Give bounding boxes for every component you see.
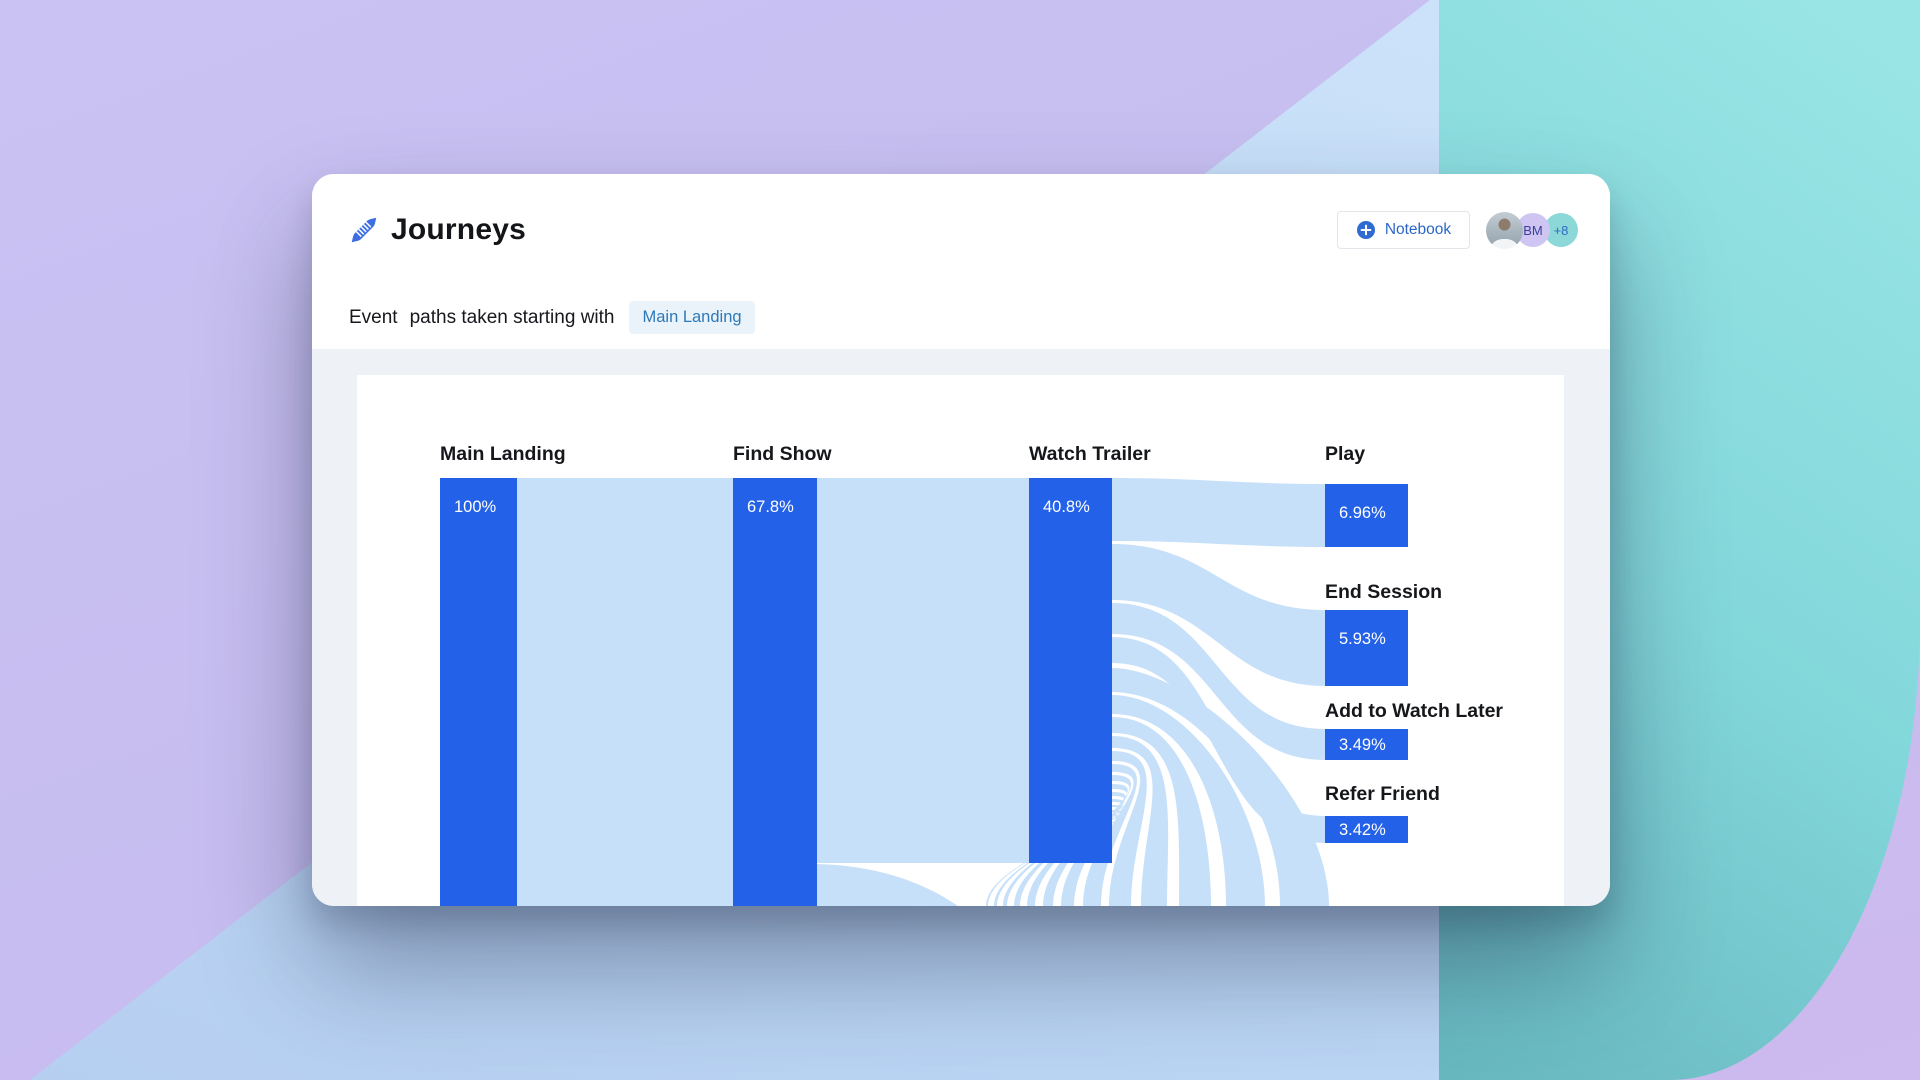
sankey-svg: Main Landing Find Show Watch Trailer Pla…: [440, 443, 1503, 906]
query-event-label: Event: [349, 306, 398, 328]
label-play: Play: [1325, 443, 1365, 465]
flow-main-landing-to-find-show[interactable]: [517, 478, 733, 906]
avatar-photo[interactable]: [1486, 211, 1523, 249]
pct-main-landing: 100%: [454, 498, 497, 516]
flow-watch-trailer-to-play[interactable]: [1112, 478, 1325, 547]
header-top-row: Journeys Notebook BM: [312, 174, 1610, 286]
label-add-to-watch-later: Add to Watch Later: [1325, 700, 1503, 722]
node-find-show[interactable]: [733, 478, 817, 906]
node-main-landing[interactable]: [440, 478, 517, 906]
flow-watch-trailer-to-add-to-watch-later[interactable]: [1112, 603, 1325, 760]
flow-watch-trailer-to-end-session[interactable]: [1112, 544, 1325, 686]
flow-overflow-5[interactable]: [1109, 751, 1147, 906]
page-title: Journeys: [391, 213, 526, 246]
pct-find-show: 67.8%: [747, 498, 794, 516]
avatar-initials[interactable]: BM: [1516, 213, 1550, 247]
notebook-button[interactable]: Notebook: [1337, 211, 1470, 249]
journeys-icon: [350, 216, 378, 244]
pct-end-session: 5.93%: [1339, 630, 1386, 648]
node-add-to-watch-later[interactable]: [1325, 729, 1408, 760]
query-description: paths taken starting with: [409, 306, 615, 328]
label-find-show: Find Show: [733, 443, 832, 465]
node-watch-trailer[interactable]: [1029, 478, 1112, 863]
start-event-chip[interactable]: Main Landing: [629, 301, 755, 334]
label-main-landing: Main Landing: [440, 443, 566, 465]
flow-find-show-to-watch-trailer[interactable]: [817, 478, 1029, 863]
label-refer-friend: Refer Friend: [1325, 783, 1440, 805]
flow-overflow-1[interactable]: [1112, 668, 1329, 906]
label-watch-trailer: Watch Trailer: [1029, 443, 1151, 465]
label-end-session: End Session: [1325, 581, 1442, 603]
card-body: Main Landing Find Show Watch Trailer Pla…: [312, 349, 1610, 906]
sankey-chart-panel: Main Landing Find Show Watch Trailer Pla…: [357, 375, 1564, 906]
node-end-session[interactable]: [1325, 610, 1408, 686]
pct-refer-friend: 3.42%: [1339, 821, 1386, 839]
query-row: Event paths taken starting with Main Lan…: [312, 286, 1610, 349]
plus-circle-icon: [1356, 220, 1376, 240]
pct-play: 6.96%: [1339, 504, 1386, 522]
pct-watch-trailer: 40.8%: [1043, 498, 1090, 516]
header-right: Notebook BM +8: [1337, 211, 1578, 249]
node-play[interactable]: [1325, 484, 1408, 547]
flow-overflow-3[interactable]: [1112, 717, 1211, 906]
notebook-button-label: Notebook: [1384, 221, 1452, 238]
avatar-group: BM +8: [1486, 211, 1578, 249]
journeys-card: Journeys Notebook BM: [312, 174, 1610, 906]
card-header: Journeys Notebook BM: [312, 174, 1610, 349]
node-refer-friend[interactable]: [1325, 816, 1408, 843]
flow-overflow-2[interactable]: [1112, 695, 1265, 906]
flow-overflow-4[interactable]: [1112, 736, 1169, 906]
flow-overflow-8[interactable]: [1043, 784, 1128, 906]
pct-add-to-watch-later: 3.49%: [1339, 736, 1386, 754]
flow-find-show-overflow[interactable]: [817, 864, 958, 906]
title-wrap: Journeys: [350, 213, 1337, 247]
